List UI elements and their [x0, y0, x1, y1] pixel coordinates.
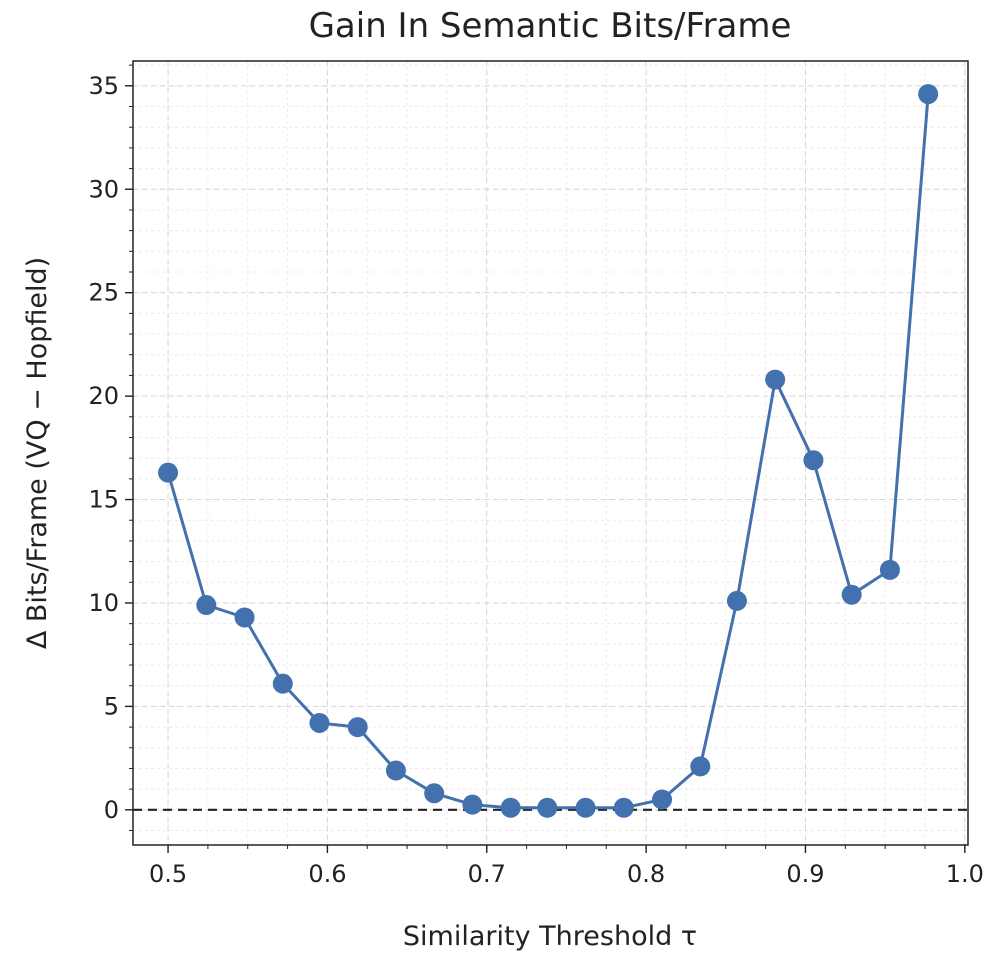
- x-tick-label: 0.7: [468, 860, 506, 888]
- y-tick-label: 20: [88, 382, 119, 410]
- x-tick-label: 0.6: [308, 860, 346, 888]
- data-point: [652, 789, 673, 810]
- data-point: [803, 450, 824, 471]
- data-point: [196, 595, 217, 616]
- x-tick-label: 1.0: [946, 860, 984, 888]
- data-point: [726, 590, 747, 611]
- data-point: [537, 797, 558, 818]
- x-tick-label: 0.5: [149, 860, 187, 888]
- x-axis-label: Similarity Threshold τ: [403, 921, 697, 952]
- y-tick-label: 15: [88, 486, 119, 514]
- data-point: [841, 584, 862, 605]
- data-point: [234, 607, 255, 628]
- y-tick-label: 25: [88, 279, 119, 307]
- data-point: [575, 797, 596, 818]
- y-tick-label: 0: [104, 796, 119, 824]
- data-point: [158, 462, 179, 483]
- data-point: [385, 760, 406, 781]
- data-point: [462, 794, 483, 815]
- y-tick-label: 35: [88, 72, 119, 100]
- series-layer: [158, 84, 939, 818]
- x-tick-label: 0.8: [627, 860, 665, 888]
- data-point: [918, 84, 939, 105]
- y-tick-label: 5: [104, 692, 119, 720]
- data-point: [690, 756, 711, 777]
- ticks: 0.5 0.6 0.7 0.8 0.9 1.0 0 5 10 15 20 25 30 35: [88, 64, 984, 888]
- y-tick-label: 10: [88, 589, 119, 617]
- data-point: [613, 797, 634, 818]
- data-point: [879, 559, 900, 580]
- plot-frame: [132, 60, 969, 846]
- data-point: [309, 712, 330, 733]
- data-point: [347, 717, 368, 738]
- data-point: [272, 673, 293, 694]
- y-tick-label: 30: [88, 175, 119, 203]
- data-point: [765, 369, 786, 390]
- data-point: [500, 797, 521, 818]
- grid: [133, 61, 968, 845]
- data-point: [424, 783, 445, 804]
- y-axis-label: Δ Bits/Frame (VQ − Hopfield): [22, 257, 53, 649]
- chart-title: Gain In Semantic Bits/Frame: [309, 6, 792, 46]
- x-tick-label: 0.9: [786, 860, 824, 888]
